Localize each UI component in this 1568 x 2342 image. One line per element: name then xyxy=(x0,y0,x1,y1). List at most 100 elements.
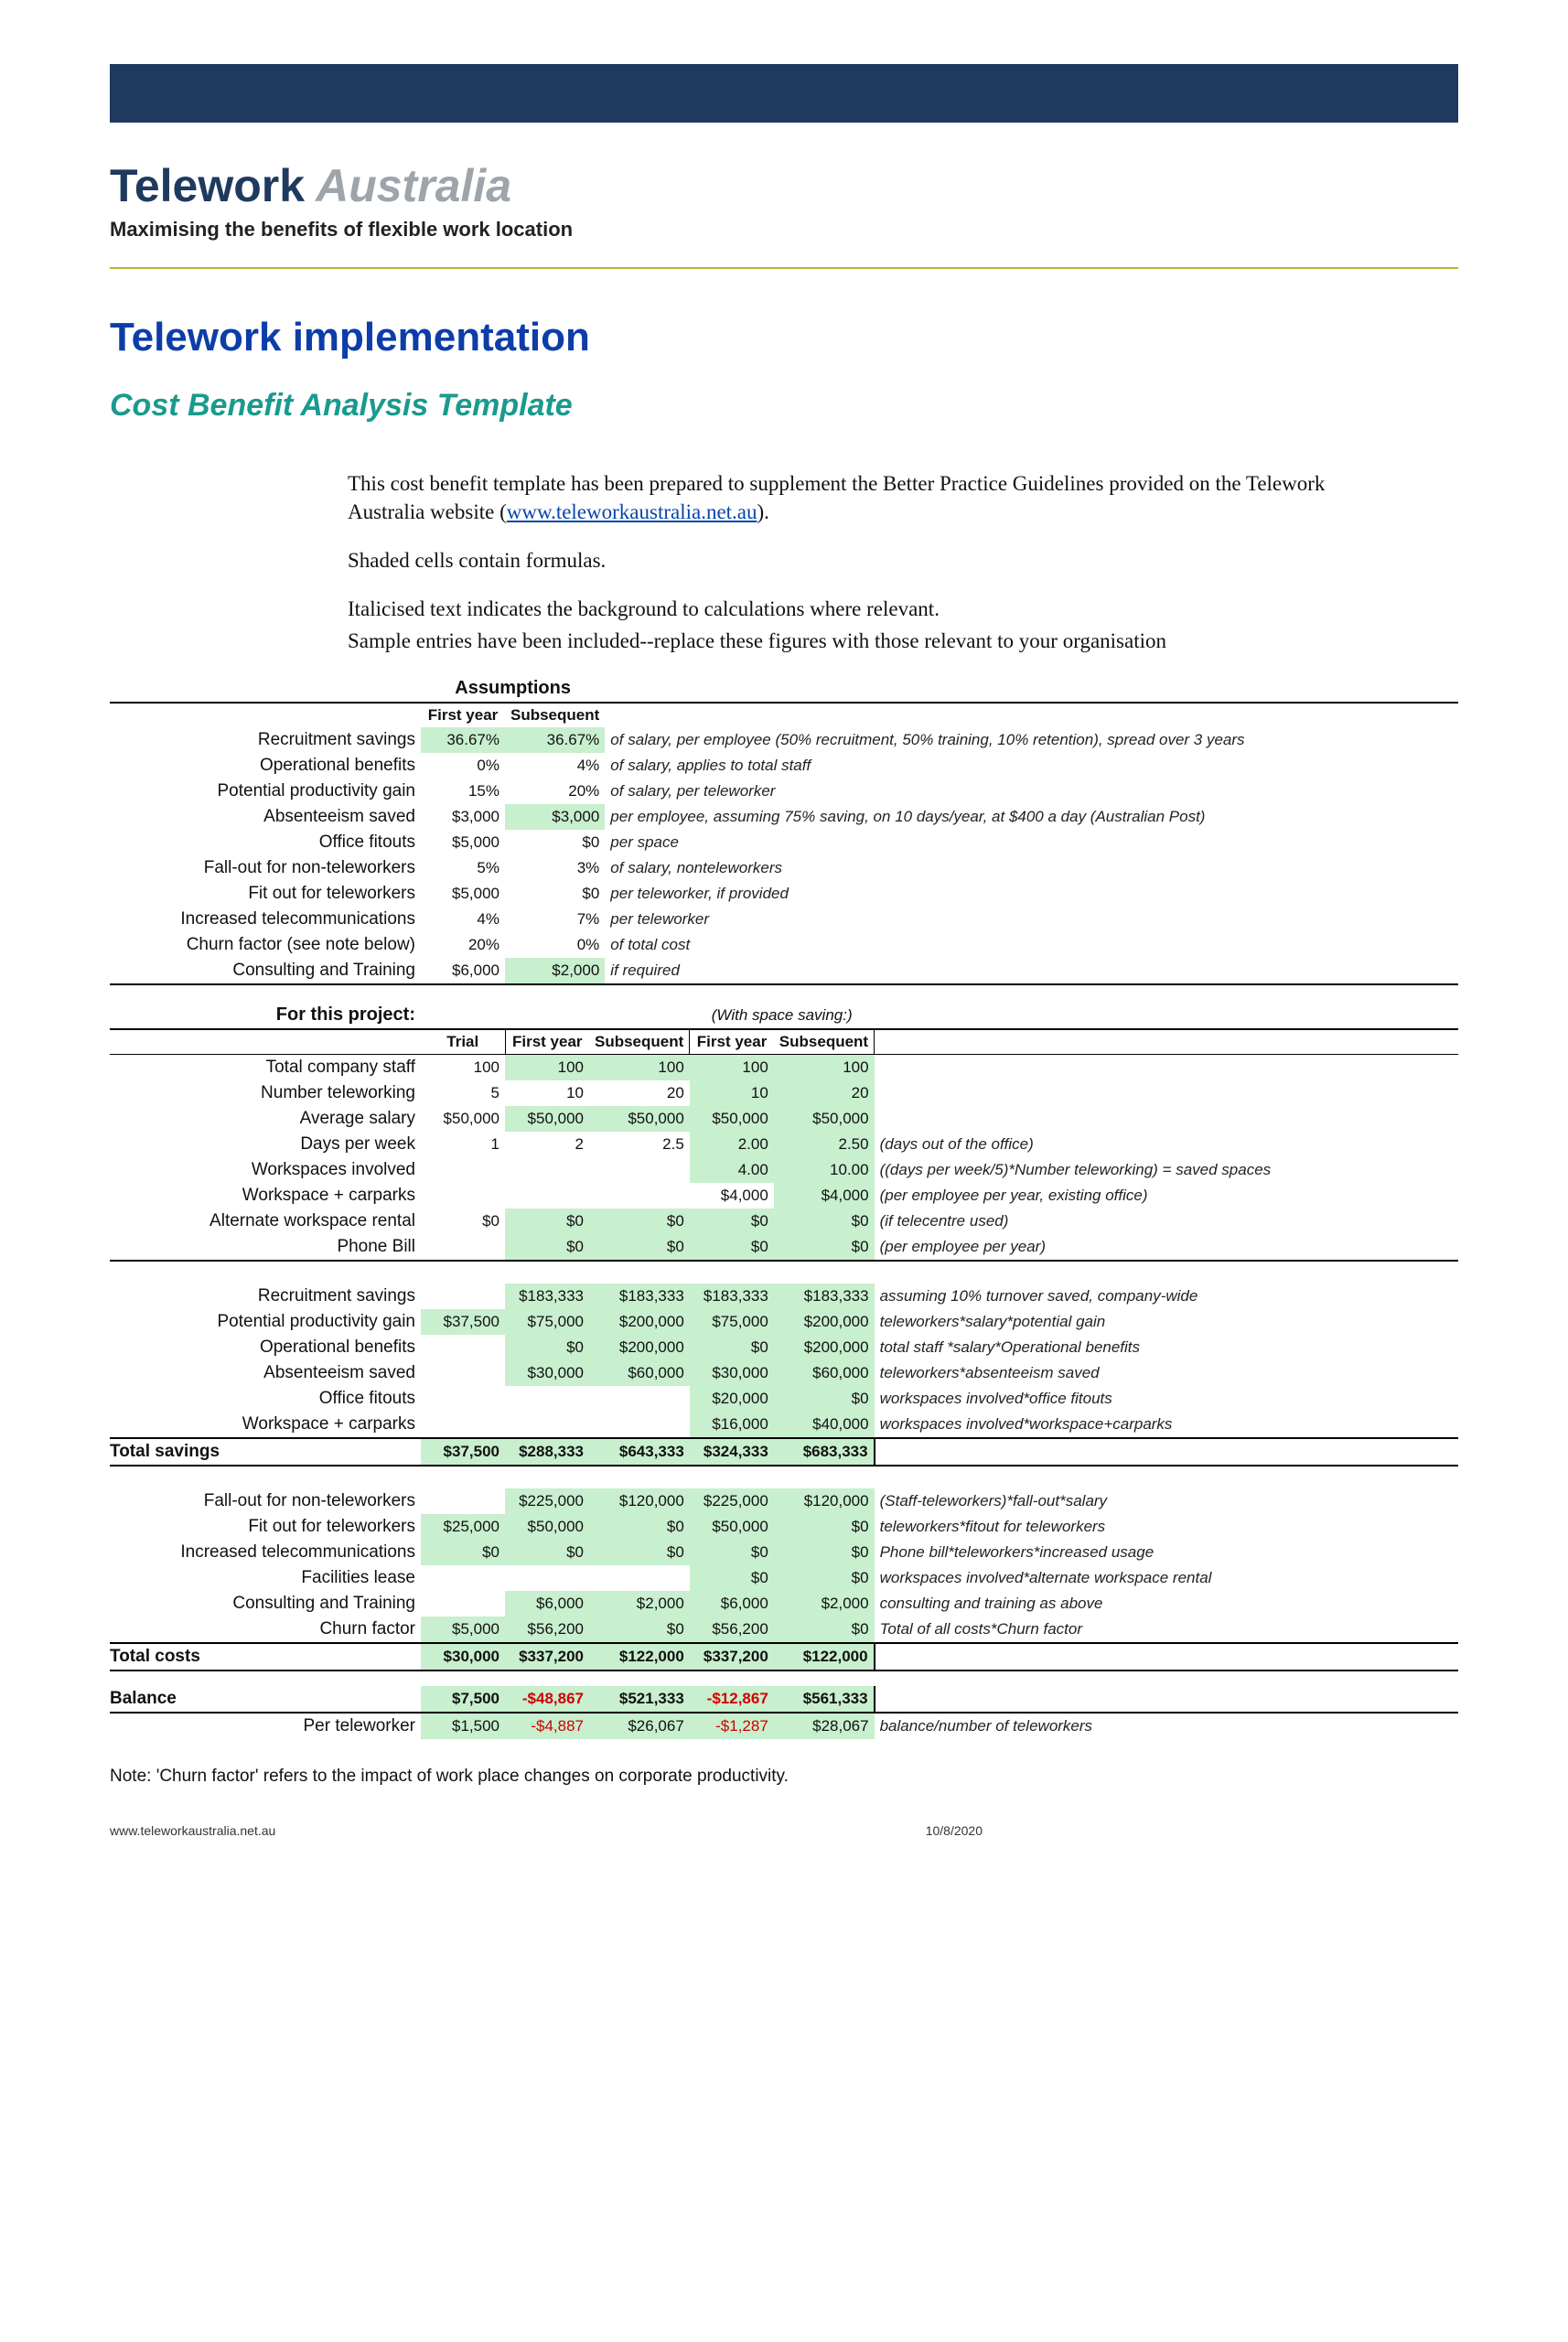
cell: $0 xyxy=(505,1335,589,1360)
cell-desc xyxy=(875,1055,1458,1081)
cell-desc: Total of all costs*Churn factor xyxy=(875,1617,1458,1643)
cell-desc: of total cost xyxy=(605,932,1458,958)
intro-p3: Italicised text indicates the background… xyxy=(348,595,1403,623)
cell: $1,500 xyxy=(421,1713,505,1739)
cell xyxy=(505,1183,589,1209)
table-row: Potential productivity gain$37,500$75,00… xyxy=(110,1309,1458,1335)
row-label: Days per week xyxy=(110,1132,421,1157)
cell: 100 xyxy=(690,1055,774,1081)
table-row: Workspaces involved4.0010.00((days per w… xyxy=(110,1157,1458,1183)
row-label: Total company staff xyxy=(110,1055,421,1081)
col-fy: First year xyxy=(505,1029,589,1055)
row-label: Churn factor (see note below) xyxy=(110,932,421,958)
cell-desc xyxy=(875,1080,1458,1106)
cell: 10 xyxy=(690,1080,774,1106)
total-savings-row: Total savings $37,500 $288,333 $643,333 … xyxy=(110,1438,1458,1466)
cell: $4,000 xyxy=(690,1183,774,1209)
cell: 4% xyxy=(505,753,605,779)
cell: $56,200 xyxy=(690,1617,774,1643)
row-label: Recruitment savings xyxy=(110,727,421,753)
footer: www.teleworkaustralia.net.au 10/8/2020 xyxy=(110,1823,1458,1838)
intro-p2: Shaded cells contain formulas. xyxy=(348,546,1403,575)
footer-url: www.teleworkaustralia.net.au xyxy=(110,1823,275,1838)
cell: $0 xyxy=(589,1209,690,1234)
intro-p1: This cost benefit template has been prep… xyxy=(348,469,1403,526)
cell: $6,000 xyxy=(690,1591,774,1617)
cell: $56,200 xyxy=(505,1617,589,1643)
cell: $16,000 xyxy=(690,1412,774,1438)
cell: $50,000 xyxy=(505,1106,589,1132)
cell-desc: of salary, per teleworker xyxy=(605,779,1458,804)
cell: $50,000 xyxy=(690,1106,774,1132)
for-project-label: For this project: xyxy=(110,1002,421,1029)
table-row: Office fitouts$5,000$0per space xyxy=(110,830,1458,855)
cell: $643,333 xyxy=(589,1438,690,1466)
table-row: Average salary$50,000$50,000$50,000$50,0… xyxy=(110,1106,1458,1132)
cell: $183,333 xyxy=(690,1284,774,1309)
table-row: Churn factor$5,000$56,200$0$56,200$0Tota… xyxy=(110,1617,1458,1643)
cell: $200,000 xyxy=(774,1309,875,1335)
row-label: Recruitment savings xyxy=(110,1284,421,1309)
cell: $30,000 xyxy=(690,1360,774,1386)
col-trial: Trial xyxy=(421,1029,505,1055)
cell xyxy=(421,1234,505,1261)
cell xyxy=(505,1157,589,1183)
row-label: Alternate workspace rental xyxy=(110,1209,421,1234)
table-row: Phone Bill$0$0$0$0(per employee per year… xyxy=(110,1234,1458,1261)
per-tw-label: Per teleworker xyxy=(110,1713,421,1739)
cell xyxy=(505,1412,589,1438)
spreadsheet: Assumptions First yearSubsequent Recruit… xyxy=(110,675,1458,1838)
cell xyxy=(589,1412,690,1438)
table-row: Consulting and Training$6,000$2,000if re… xyxy=(110,958,1458,984)
row-label: Churn factor xyxy=(110,1617,421,1643)
cell: $6,000 xyxy=(505,1591,589,1617)
cell xyxy=(589,1565,690,1591)
intro-text-end: ). xyxy=(757,500,769,523)
intro-link[interactable]: www.teleworkaustralia.net.au xyxy=(507,500,757,523)
row-label: Workspaces involved xyxy=(110,1157,421,1183)
cell xyxy=(505,1565,589,1591)
cell: 100 xyxy=(505,1055,589,1081)
cell xyxy=(421,1565,505,1591)
page-title: Telework implementation xyxy=(110,315,1458,360)
divider xyxy=(110,267,1458,269)
cell: 36.67% xyxy=(505,727,605,753)
table-row: Operational benefits$0$200,000$0$200,000… xyxy=(110,1335,1458,1360)
cell: $20,000 xyxy=(690,1386,774,1412)
table-row: Absenteeism saved$30,000$60,000$30,000$6… xyxy=(110,1360,1458,1386)
cell: -$12,867 xyxy=(690,1686,774,1713)
col-subsequent: Subsequent xyxy=(505,703,605,727)
cell-desc: (per employee per year, existing office) xyxy=(875,1183,1458,1209)
table-row: Recruitment savings36.67%36.67%of salary… xyxy=(110,727,1458,753)
cell: $521,333 xyxy=(589,1686,690,1713)
brand-sub: Australia xyxy=(305,160,511,211)
cell: $2,000 xyxy=(774,1591,875,1617)
cell: $120,000 xyxy=(589,1488,690,1514)
cell: $0 xyxy=(505,881,605,907)
cell: $0 xyxy=(774,1209,875,1234)
cell xyxy=(589,1157,690,1183)
cell: $0 xyxy=(690,1234,774,1261)
cell-desc: assuming 10% turnover saved, company-wid… xyxy=(875,1284,1458,1309)
cell: $324,333 xyxy=(690,1438,774,1466)
cell: $3,000 xyxy=(505,804,605,830)
cell: $561,333 xyxy=(774,1686,875,1713)
col-fy2: First year xyxy=(690,1029,774,1055)
row-label: Fit out for teleworkers xyxy=(110,1514,421,1540)
total-savings-label: Total savings xyxy=(110,1438,421,1466)
cell-desc xyxy=(875,1106,1458,1132)
cell: 2.50 xyxy=(774,1132,875,1157)
cell xyxy=(421,1488,505,1514)
cell: $25,000 xyxy=(421,1514,505,1540)
table-row: Office fitouts$20,000$0workspaces involv… xyxy=(110,1386,1458,1412)
cell-desc: (per employee per year) xyxy=(875,1234,1458,1261)
col-first-year: First year xyxy=(421,703,505,727)
cell: $40,000 xyxy=(774,1412,875,1438)
cell-desc: total staff *salary*Operational benefits xyxy=(875,1335,1458,1360)
cell: $0 xyxy=(690,1209,774,1234)
assumptions-title: Assumptions xyxy=(421,675,605,703)
cell: $0 xyxy=(589,1234,690,1261)
cell-desc: ((days per week/5)*Number teleworking) =… xyxy=(875,1157,1458,1183)
total-costs-label: Total costs xyxy=(110,1643,421,1671)
per-teleworker-row: Per teleworker $1,500 -$4,887 $26,067 -$… xyxy=(110,1713,1458,1739)
